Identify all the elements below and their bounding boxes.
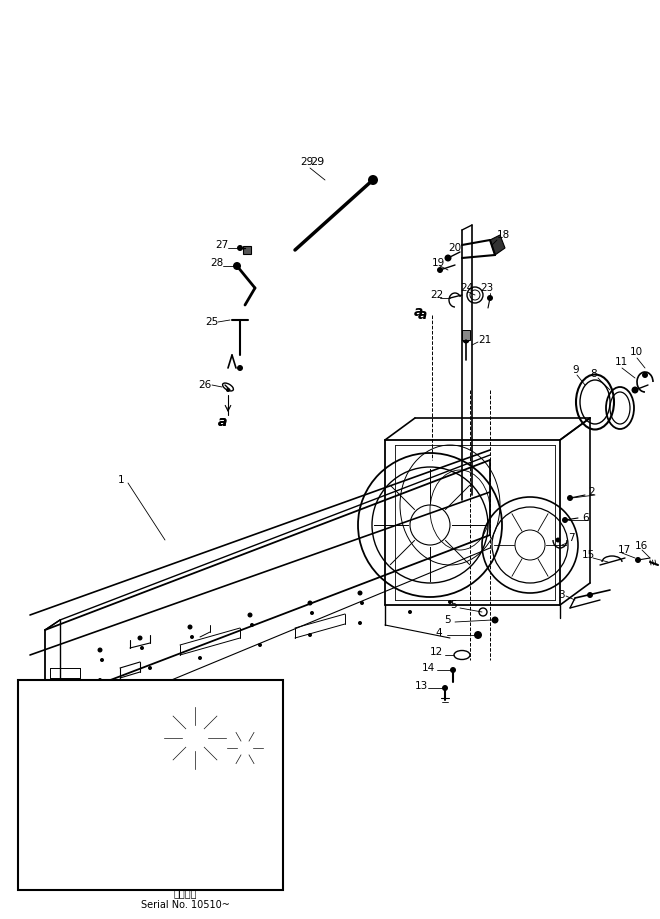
Circle shape <box>308 600 312 606</box>
Text: 19: 19 <box>432 258 446 268</box>
Text: 21: 21 <box>478 335 491 345</box>
Text: Serial No. 10510~: Serial No. 10510~ <box>141 900 230 910</box>
Circle shape <box>152 855 158 861</box>
Text: 18: 18 <box>497 230 510 240</box>
Text: 27: 27 <box>215 240 228 250</box>
Text: 29: 29 <box>300 157 314 167</box>
Text: a: a <box>218 415 228 429</box>
Text: 16: 16 <box>635 541 648 551</box>
Circle shape <box>463 336 469 344</box>
Circle shape <box>492 617 498 623</box>
Circle shape <box>148 666 152 670</box>
Text: 26: 26 <box>198 380 211 390</box>
Circle shape <box>226 388 230 392</box>
Text: 5: 5 <box>450 600 457 610</box>
Bar <box>462 330 470 340</box>
Text: 17: 17 <box>618 545 631 555</box>
Circle shape <box>448 600 452 604</box>
Circle shape <box>358 621 362 625</box>
Text: 23: 23 <box>480 283 493 293</box>
Circle shape <box>360 601 364 605</box>
Circle shape <box>82 812 88 818</box>
Circle shape <box>237 365 243 371</box>
Text: 28: 28 <box>210 258 223 268</box>
Circle shape <box>310 611 314 615</box>
Circle shape <box>556 538 560 542</box>
Text: 20: 20 <box>448 243 461 253</box>
Text: 13: 13 <box>415 681 428 691</box>
Text: 29: 29 <box>310 157 324 167</box>
Circle shape <box>450 667 456 673</box>
Circle shape <box>98 648 102 652</box>
Circle shape <box>487 295 493 301</box>
Text: a: a <box>418 308 428 322</box>
Text: 15: 15 <box>582 550 595 560</box>
Circle shape <box>567 495 573 501</box>
Text: 1: 1 <box>215 865 222 875</box>
Circle shape <box>237 245 243 251</box>
Text: 24: 24 <box>460 283 473 293</box>
Text: a: a <box>217 415 226 429</box>
Circle shape <box>100 658 104 662</box>
Text: 8: 8 <box>590 369 597 379</box>
Circle shape <box>187 625 193 630</box>
Text: 12: 12 <box>430 647 444 657</box>
Circle shape <box>308 633 312 637</box>
Circle shape <box>358 591 362 596</box>
Text: 10: 10 <box>630 347 643 357</box>
Circle shape <box>442 685 448 691</box>
Bar <box>243 246 251 254</box>
Circle shape <box>368 175 378 185</box>
Text: 6: 6 <box>582 513 589 523</box>
Text: 2A: 2A <box>128 863 142 873</box>
Text: 1: 1 <box>118 475 125 485</box>
Circle shape <box>444 255 451 262</box>
Circle shape <box>137 636 143 641</box>
Circle shape <box>562 517 568 523</box>
Text: 2: 2 <box>588 487 595 497</box>
Circle shape <box>248 612 253 618</box>
Circle shape <box>133 812 137 818</box>
Circle shape <box>437 267 443 273</box>
Text: 適用午號: 適用午號 <box>173 888 197 898</box>
Circle shape <box>408 610 412 614</box>
Circle shape <box>98 678 102 682</box>
Text: 11: 11 <box>615 357 628 367</box>
Text: 22: 22 <box>430 290 444 300</box>
Text: a: a <box>414 305 423 319</box>
Text: 14: 14 <box>422 663 435 673</box>
Text: 25: 25 <box>205 317 218 327</box>
Circle shape <box>57 812 63 818</box>
Circle shape <box>635 557 641 563</box>
Circle shape <box>587 592 593 598</box>
Circle shape <box>108 812 112 818</box>
Bar <box>18 680 283 890</box>
Circle shape <box>198 656 202 660</box>
Polygon shape <box>490 235 505 255</box>
Text: 5: 5 <box>444 615 451 625</box>
Text: 3: 3 <box>558 590 564 600</box>
Circle shape <box>233 262 241 270</box>
Circle shape <box>642 372 648 378</box>
Text: 7: 7 <box>568 533 575 543</box>
Circle shape <box>632 387 638 393</box>
Text: 9: 9 <box>572 365 579 375</box>
Circle shape <box>250 623 254 627</box>
Circle shape <box>474 631 482 639</box>
Text: 4: 4 <box>435 628 442 638</box>
Circle shape <box>258 643 262 647</box>
Circle shape <box>190 635 194 639</box>
Circle shape <box>140 646 144 650</box>
